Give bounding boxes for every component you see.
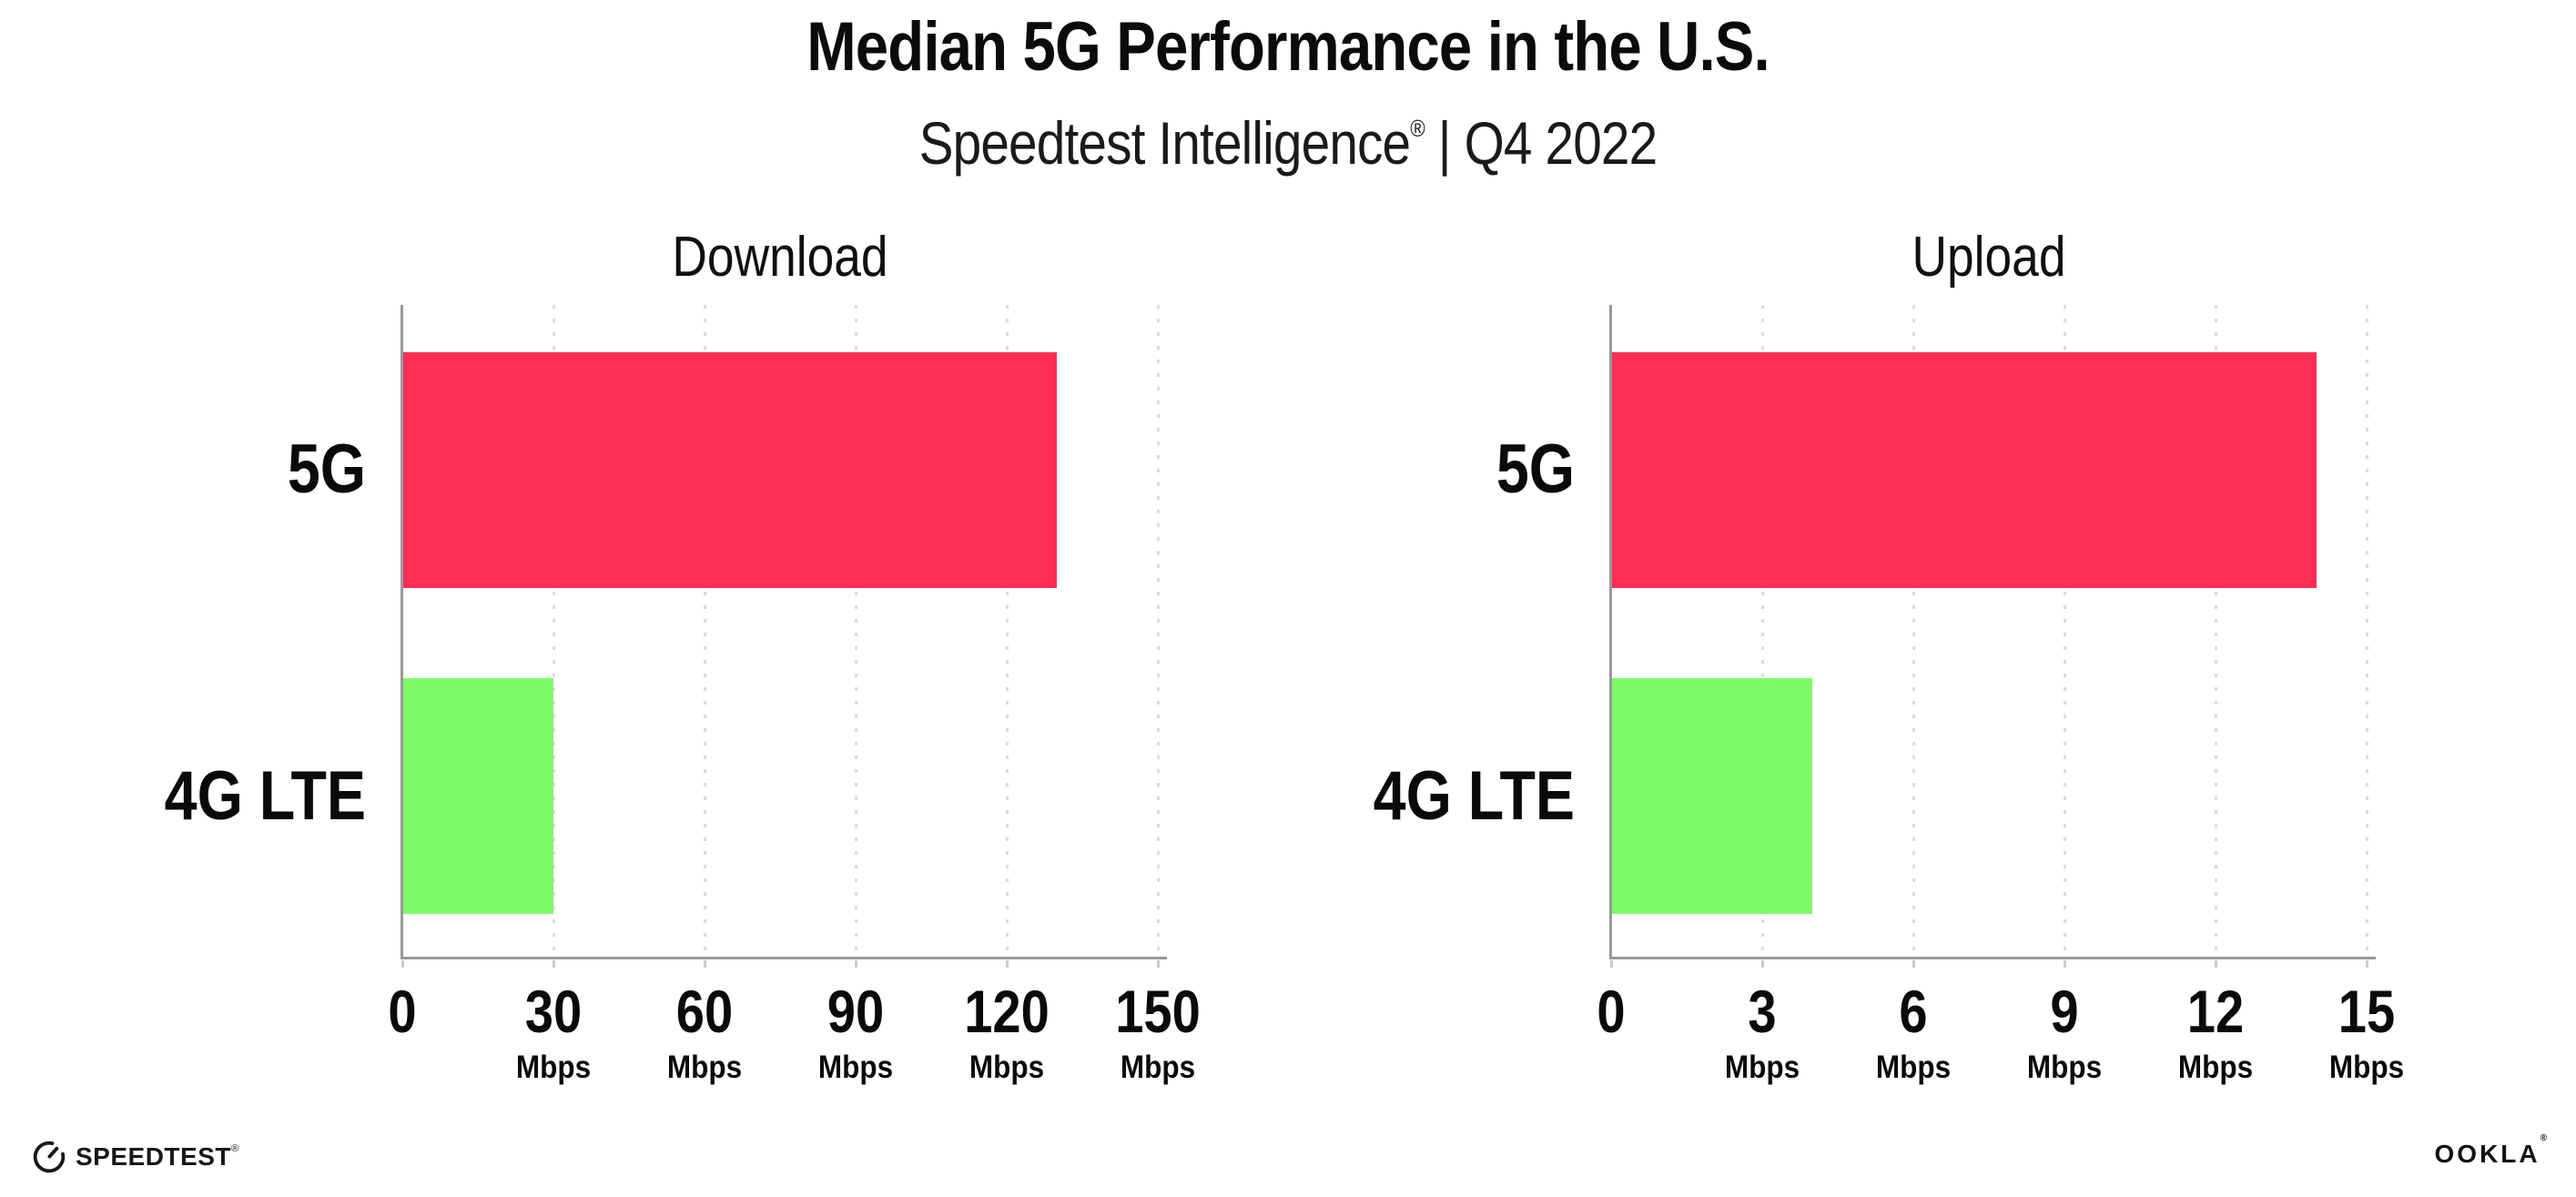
gridline-download-90	[855, 305, 857, 955]
tick-mark-download-60	[704, 960, 706, 968]
speedtest-gauge-icon	[33, 1141, 66, 1173]
tick-label-download-0: 0	[388, 978, 417, 1045]
tick-label-download-120: 120	[964, 978, 1050, 1045]
ookla-logo: OOKLA®	[2434, 1133, 2547, 1169]
tick-label-download-30: 30	[524, 978, 583, 1045]
bar-4g-lte-upload	[1612, 678, 1813, 914]
y-axis-upload	[1609, 305, 1612, 959]
tick-label-download-60: 60	[675, 978, 734, 1045]
gridline-upload-15	[2366, 305, 2368, 955]
ookla-trademark-icon: ®	[2540, 1133, 2547, 1143]
speedtest-trademark-icon: ®	[230, 1143, 239, 1154]
tick-mark-download-90	[855, 960, 857, 968]
tick-unit-download-150: Mbps	[1120, 1050, 1196, 1085]
tick-unit-upload-15: Mbps	[2328, 1050, 2405, 1085]
chart-title-upload: Upload	[1912, 226, 2066, 289]
speedtest-logo-text: SPEEDTEST	[76, 1142, 231, 1171]
gridline-upload-9	[2064, 305, 2066, 955]
tick-label-upload-0: 0	[1597, 978, 1626, 1045]
tick-mark-download-120	[1006, 960, 1009, 968]
tick-label-download-150: 150	[1115, 978, 1201, 1045]
tick-mark-upload-0	[1610, 960, 1613, 968]
tick-mark-upload-9	[2064, 960, 2066, 968]
tick-mark-upload-15	[2366, 960, 2368, 968]
gridline-download-30	[553, 305, 555, 955]
tick-mark-upload-12	[2215, 960, 2217, 968]
y-axis-download	[401, 305, 403, 959]
bar-5g-upload	[1612, 352, 2317, 588]
tick-unit-upload-12: Mbps	[2177, 1050, 2254, 1085]
gridline-upload-12	[2215, 305, 2217, 955]
gridline-download-120	[1006, 305, 1009, 955]
tick-label-upload-12: 12	[2186, 978, 2245, 1045]
subtitle-period: | Q4 2022	[1424, 109, 1658, 177]
category-label-4g-lte-download: 4G LTE	[164, 757, 366, 835]
bar-4g-lte-download	[403, 678, 553, 914]
subtitle-brand: Speedtest Intelligence	[918, 109, 1411, 177]
tick-unit-download-30: Mbps	[515, 1050, 592, 1085]
page-title: Median 5G Performance in the U.S.	[806, 8, 1770, 86]
tick-mark-download-150	[1157, 960, 1160, 968]
gridline-download-60	[704, 305, 706, 955]
ookla-logo-text: OOKLA	[2434, 1140, 2541, 1168]
x-axis-upload	[1609, 957, 2376, 959]
gridline-upload-6	[1912, 305, 1915, 955]
category-label-5g-upload: 5G	[1496, 431, 1575, 508]
tick-unit-download-60: Mbps	[666, 1050, 743, 1085]
tick-label-upload-6: 6	[1899, 978, 1928, 1045]
chart-title-download: Download	[672, 226, 888, 289]
x-axis-download	[401, 957, 1167, 959]
category-label-5g-download: 5G	[287, 431, 366, 508]
category-label-4g-lte-upload: 4G LTE	[1373, 757, 1575, 835]
tick-mark-download-30	[553, 960, 555, 968]
gridline-upload-3	[1761, 305, 1764, 955]
tick-label-upload-9: 9	[2050, 978, 2079, 1045]
page-subtitle: Speedtest Intelligence® | Q4 2022	[180, 89, 2396, 182]
tick-mark-upload-6	[1912, 960, 1915, 968]
gridline-download-150	[1157, 305, 1160, 955]
tick-mark-download-0	[401, 960, 404, 968]
tick-label-upload-3: 3	[1748, 978, 1777, 1045]
tick-unit-download-90: Mbps	[817, 1050, 894, 1085]
tick-unit-download-120: Mbps	[969, 1050, 1045, 1085]
speedtest-logo: SPEEDTEST ®	[30, 1137, 238, 1177]
tick-unit-upload-9: Mbps	[2026, 1050, 2103, 1085]
bar-5g-download	[403, 352, 1058, 588]
tick-unit-upload-6: Mbps	[1875, 1050, 1952, 1085]
tick-label-download-90: 90	[827, 978, 885, 1045]
tick-unit-upload-3: Mbps	[1724, 1050, 1800, 1085]
tick-label-upload-15: 15	[2338, 978, 2396, 1045]
registered-trademark-icon: ®	[1410, 115, 1425, 142]
tick-mark-upload-3	[1761, 960, 1764, 968]
